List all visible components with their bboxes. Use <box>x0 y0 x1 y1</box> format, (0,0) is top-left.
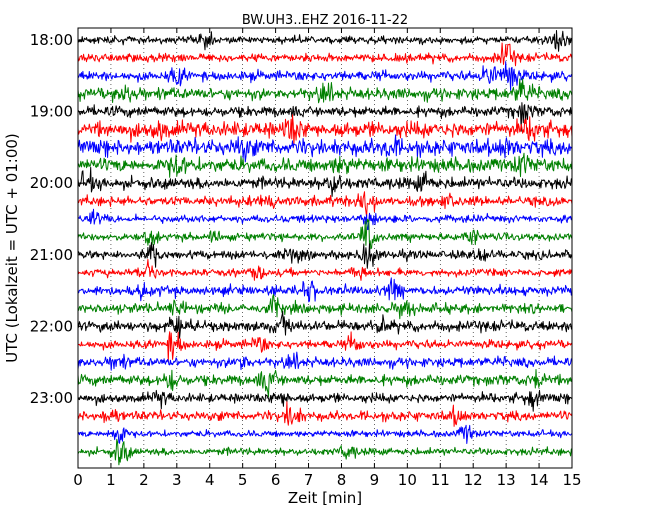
trace-line-2230 <box>78 351 572 371</box>
y-tick-label: 22:00 <box>30 317 73 335</box>
x-tick-label: 5 <box>238 471 248 489</box>
plot-area <box>77 27 573 469</box>
x-tick-label: 3 <box>172 471 182 489</box>
trace-line-2330 <box>78 424 572 444</box>
trace-line-1830 <box>78 61 572 91</box>
trace-line-1845 <box>78 78 572 104</box>
x-tick-label: 13 <box>497 471 516 489</box>
x-axis: 0 1 2 3 4 5 6 7 8 9 10 11 12 13 14 15 <box>73 28 582 489</box>
trace-line-2215 <box>78 331 572 363</box>
x-tick-label: 15 <box>562 471 581 489</box>
trace-line-2245 <box>78 369 572 398</box>
y-axis: 18:00 19:00 20:00 21:00 22:00 23:00 <box>30 31 83 407</box>
x-tick-label: 6 <box>271 471 281 489</box>
y-tick-label: 18:00 <box>30 31 73 49</box>
trace-line-2015 <box>78 191 572 218</box>
trace-line-2030 <box>78 208 572 231</box>
y-tick-label: 23:00 <box>30 389 73 407</box>
trace-line-2130 <box>78 277 572 303</box>
trace-line-1900 <box>78 102 572 132</box>
trace-line-2045 <box>78 218 572 250</box>
grid-lines <box>78 28 572 468</box>
x-tick-label: 10 <box>398 471 417 489</box>
x-axis-label: Zeit [min] <box>288 489 362 507</box>
trace-line-2200 <box>78 310 572 339</box>
y-tick-label: 20:00 <box>30 174 73 192</box>
x-tick-label: 12 <box>464 471 483 489</box>
x-tick-label: 11 <box>431 471 450 489</box>
x-tick-label: 14 <box>530 471 549 489</box>
trace-line-2000 <box>78 166 572 197</box>
chart-title: BW.UH3..EHZ 2016-11-22 <box>242 13 408 28</box>
x-tick-label: 7 <box>304 471 314 489</box>
trace-line-2100 <box>78 242 572 269</box>
x-tick-label: 0 <box>73 471 83 489</box>
x-tick-label: 4 <box>205 471 215 489</box>
x-tick-label: 2 <box>139 471 149 489</box>
trace-line-1815 <box>78 42 572 67</box>
trace-line-1800 <box>78 30 572 52</box>
x-tick-label: 8 <box>337 471 347 489</box>
y-axis-label: UTC (Lokalzeit = UTC + 01:00) <box>3 133 21 363</box>
plot-frame <box>77 27 573 469</box>
trace-line-2115 <box>78 259 572 281</box>
trace-line-2300 <box>78 389 572 412</box>
y-tick-label: 19:00 <box>30 103 73 121</box>
trace-line-2315 <box>78 401 572 427</box>
trace-line-1945 <box>78 152 572 178</box>
y-tick-label: 21:00 <box>30 246 73 264</box>
trace-line-1915 <box>78 114 572 145</box>
trace-line-2345 <box>78 438 572 466</box>
x-tick-label: 1 <box>106 471 116 489</box>
trace-lines <box>78 30 572 466</box>
x-tick-label: 9 <box>370 471 380 489</box>
trace-line-2145 <box>78 294 572 320</box>
trace-line-1930 <box>78 134 572 163</box>
